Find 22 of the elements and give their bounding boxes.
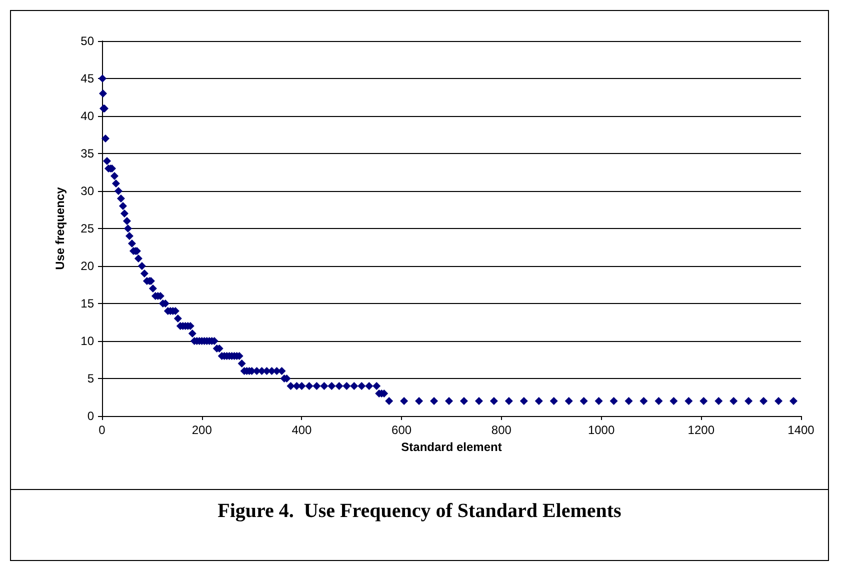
y-tick-label: 0 <box>87 409 94 423</box>
x-tick-label: 0 <box>98 423 106 437</box>
y-tick-label: 50 <box>80 34 94 48</box>
y-tick-label: 45 <box>80 72 94 86</box>
y-tick-label: 30 <box>80 184 94 198</box>
y-tick-label: 25 <box>80 222 94 236</box>
y-tick-label: 40 <box>80 109 94 123</box>
caption: Figure 4. Use Frequency of Standard Elements <box>216 500 622 523</box>
x-tick-label: 1200 <box>688 423 715 437</box>
x-axis-title: Standard element <box>401 440 502 454</box>
y-tick-label: 5 <box>87 372 94 386</box>
x-tick-label: 200 <box>192 423 212 437</box>
y-tick-label: 35 <box>80 146 94 160</box>
y-tick-label: 20 <box>80 259 94 273</box>
x-tick-label: 600 <box>392 423 412 437</box>
y-tick-label: 10 <box>80 334 94 348</box>
x-tick-label: 400 <box>292 423 312 437</box>
x-tick-label: 1400 <box>788 423 815 437</box>
x-tick-label: 800 <box>491 423 512 437</box>
y-tick-label: 15 <box>80 296 94 310</box>
x-tick-label: 1000 <box>588 423 615 437</box>
y-axis-title: Use frequency <box>53 186 67 270</box>
